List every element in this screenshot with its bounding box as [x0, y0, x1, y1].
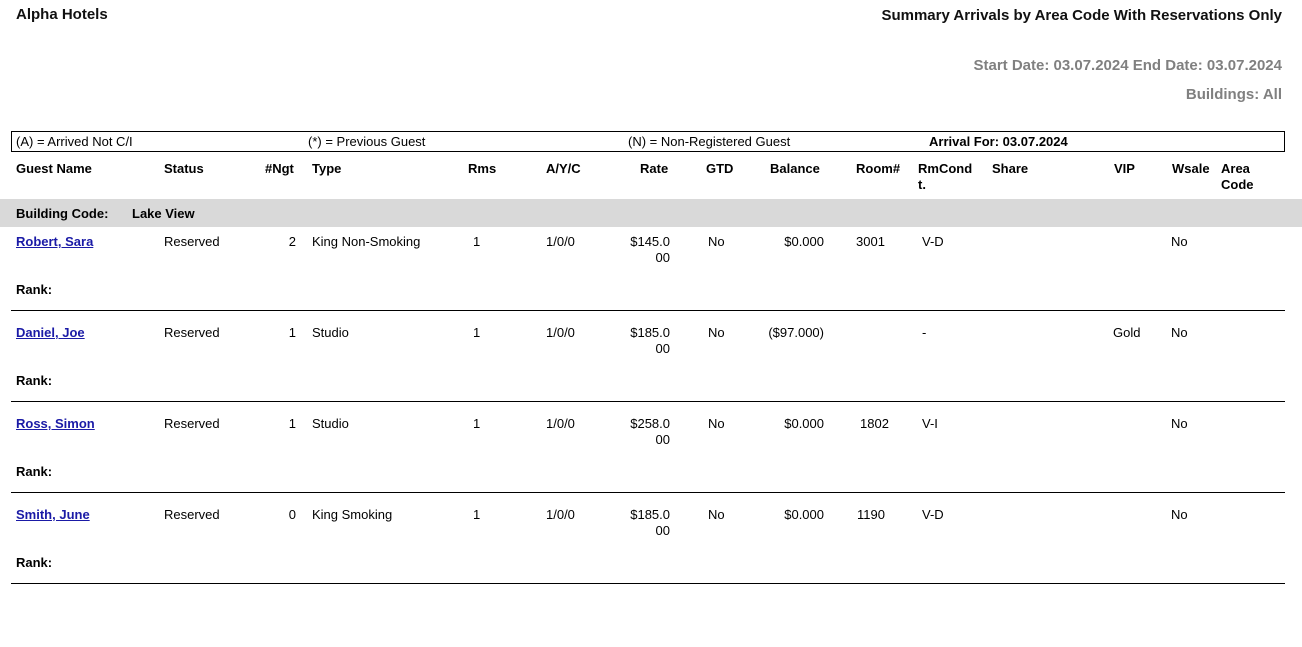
- type-cell: Studio: [312, 325, 349, 340]
- rank-label: Rank:: [16, 373, 53, 388]
- rate-cell: $145.0: [630, 234, 670, 249]
- rm-cond-cell: -: [922, 325, 927, 340]
- room-no-cell: 3001: [856, 234, 885, 249]
- legend-non-registered: (N) = Non-Registered Guest: [628, 134, 791, 149]
- guest-name-link[interactable]: Ross, Simon: [16, 416, 95, 431]
- building-code-value: Lake View: [132, 206, 195, 221]
- header-rm-cond-cont: t.: [918, 177, 926, 192]
- header-guest-name: Guest Name: [16, 161, 92, 176]
- legend-arrived-not-ci: (A) = Arrived Not C/I: [16, 134, 133, 149]
- rm-cond-cell: V-D: [922, 507, 944, 522]
- rm-cond-cell: V-D: [922, 234, 944, 249]
- room-no-cell: 1802: [860, 416, 889, 431]
- header-ayc: A/Y/C: [546, 161, 581, 176]
- rooms-cell: 1: [473, 507, 481, 522]
- header-area-code: Area: [1221, 161, 1250, 176]
- gtd-cell: No: [708, 325, 725, 340]
- nights-cell: 0: [288, 507, 296, 522]
- rank-label: Rank:: [16, 555, 53, 570]
- balance-cell: $0.000: [784, 234, 824, 249]
- nights-cell: 2: [288, 234, 296, 249]
- balance-cell: $0.000: [784, 507, 824, 522]
- rank-label: Rank:: [16, 282, 53, 297]
- rate-cell: $185.0: [630, 325, 670, 340]
- building-code-label: Building Code:: [16, 206, 109, 221]
- rooms-cell: 1: [473, 234, 481, 249]
- wsale-cell: No: [1171, 507, 1188, 522]
- gtd-cell: No: [708, 416, 725, 431]
- header-gtd: GTD: [706, 161, 734, 176]
- rate-cell-cont: 00: [655, 523, 670, 538]
- row-divider: [11, 492, 1285, 493]
- guest-name-link[interactable]: Smith, June: [16, 507, 90, 522]
- ayc-cell: 1/0/0: [546, 234, 575, 249]
- type-cell: King Smoking: [312, 507, 393, 522]
- rate-cell: $185.0: [630, 507, 670, 522]
- hotel-name: Alpha Hotels: [16, 6, 108, 23]
- rooms-cell: 1: [473, 325, 481, 340]
- type-cell: King Non-Smoking: [312, 234, 421, 249]
- gtd-cell: No: [708, 234, 725, 249]
- rate-cell-cont: 00: [655, 341, 670, 356]
- header-area-code-cont: Code: [1221, 177, 1254, 192]
- wsale-cell: No: [1171, 325, 1188, 340]
- gtd-cell: No: [708, 507, 725, 522]
- header-wsale: Wsale: [1172, 161, 1210, 176]
- header-rm-cond: RmCond: [918, 161, 973, 176]
- table-row: Robert, Sara Reserved 2 King Non-Smoking…: [0, 227, 1302, 318]
- legend-box: (A) = Arrived Not C/I (*) = Previous Gue…: [11, 131, 1285, 152]
- rate-cell-cont: 00: [655, 250, 670, 265]
- guest-name-link[interactable]: Robert, Sara: [16, 234, 94, 249]
- report-title: Summary Arrivals by Area Code With Reser…: [881, 7, 1282, 24]
- row-divider: [11, 401, 1285, 402]
- arrival-for-date: Arrival For: 03.07.2024: [929, 134, 1068, 149]
- rooms-cell: 1: [473, 416, 481, 431]
- table-row: Smith, June Reserved 0 King Smoking 1 1/…: [0, 500, 1302, 591]
- rank-label: Rank:: [16, 464, 53, 479]
- room-no-cell: 1190: [857, 507, 885, 522]
- ayc-cell: 1/0/0: [546, 507, 575, 522]
- header-room-no: Room#: [856, 161, 901, 176]
- header-rate: Rate: [640, 161, 669, 176]
- header-vip: VIP: [1114, 161, 1135, 176]
- table-row: Ross, Simon Reserved 1 Studio 1 1/0/0 $2…: [0, 409, 1302, 500]
- header-status: Status: [164, 161, 204, 176]
- status-cell: Reserved: [164, 507, 220, 522]
- status-cell: Reserved: [164, 416, 220, 431]
- row-divider: [11, 310, 1285, 311]
- table-row: Daniel, Joe Reserved 1 Studio 1 1/0/0 $1…: [0, 318, 1302, 409]
- nights-cell: 1: [288, 416, 296, 431]
- header-type: Type: [312, 161, 342, 176]
- vip-cell: Gold: [1113, 325, 1141, 340]
- header-share: Share: [992, 161, 1029, 176]
- header-rooms: Rms: [468, 161, 497, 176]
- wsale-cell: No: [1171, 234, 1188, 249]
- ayc-cell: 1/0/0: [546, 416, 575, 431]
- nights-cell: 1: [288, 325, 296, 340]
- date-range: Start Date: 03.07.2024 End Date: 03.07.2…: [973, 57, 1282, 74]
- status-cell: Reserved: [164, 325, 220, 340]
- guest-name-link[interactable]: Daniel, Joe: [16, 325, 85, 340]
- buildings-filter: Buildings: All: [1185, 86, 1282, 103]
- wsale-cell: No: [1171, 416, 1188, 431]
- rate-cell: $258.0: [630, 416, 670, 431]
- header-balance: Balance: [770, 161, 820, 176]
- balance-cell: $0.000: [784, 416, 824, 431]
- status-cell: Reserved: [164, 234, 220, 249]
- type-cell: Studio: [312, 416, 349, 431]
- building-group-header: Building Code: Lake View: [0, 199, 1302, 227]
- balance-cell: ($97.000): [768, 325, 824, 340]
- ayc-cell: 1/0/0: [546, 325, 575, 340]
- rate-cell-cont: 00: [655, 432, 670, 447]
- header-nights: #Ngt: [265, 161, 294, 176]
- legend-previous-guest: (*) = Previous Guest: [308, 134, 426, 149]
- row-divider: [11, 583, 1285, 584]
- rm-cond-cell: V-I: [922, 416, 938, 431]
